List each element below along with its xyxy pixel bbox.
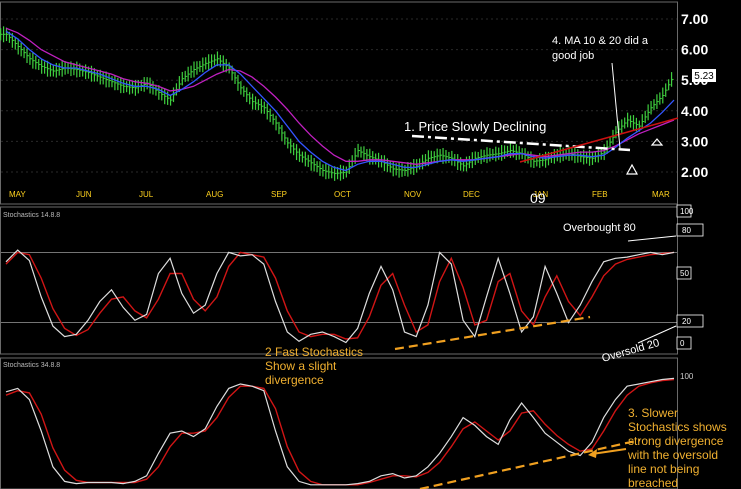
month-label: JUL [139,190,154,199]
month-label: OCT [334,190,351,199]
slow-note-arrow-shaft [591,448,627,455]
oversold-pointer [637,325,677,344]
fast-stochastics-panel-frame [0,206,678,355]
slow-note-line-6: breached [628,476,678,489]
slow-note-line-4: with the oversold [627,448,718,462]
month-label: JAN [533,190,548,199]
overbought-pointer [627,235,677,242]
slow-note-arrow-icon [588,449,597,458]
ma10-line [5,30,675,172]
fast-stochastics-k-line [5,249,675,344]
stochastics-scale-box [676,336,692,350]
declining-price-trendline [411,134,631,152]
red-trendline [519,117,679,163]
slow-scale-label: 100 [680,372,694,381]
stochastics-scale-label: 0 [680,339,685,348]
ma-note-line-2: good job [552,50,594,62]
month-label: SEP [271,190,287,199]
stochastics-scale-box [676,223,704,237]
fast-divergence-line [394,315,591,351]
ma-note-line-1: 4. MA 10 & 20 did a [552,35,649,47]
stochastics-scale-label: 20 [682,317,691,326]
slow-stochastics-scale: 100 [680,372,694,381]
month-label: MAR [652,190,670,199]
slow-stochastics-k-line [5,377,675,486]
month-label: NOV [404,190,422,199]
slow-stochastics-panel-frame [0,357,678,489]
slow-note-line-3: strong divergence [628,434,724,448]
fast-note-line-3: divergence [265,373,324,387]
month-axis: MAY JUN JUL AUG SEP OCT NOV DEC JAN FEB MAR [9,190,670,199]
slow-divergence-line [419,438,641,489]
month-label: FEB [592,190,608,199]
fast-note-line-1: 2 Fast Stochastics [265,345,363,359]
stochastics-scale-box [676,266,692,280]
price-tick-label: 2.00 [681,164,708,180]
last-price-badge: 5.23 [692,69,716,82]
fast-stochastics-title: Stochastics 14.8.8 [3,212,60,219]
month-label: AUG [206,190,223,199]
stochastics-scale-label: 100 [680,207,694,216]
month-label: JUN [76,190,92,199]
price-declining-note: 1. Price Slowly Declining [404,119,546,134]
stochastics-scale-label: 50 [680,269,689,278]
up-arrow-icon-small [650,138,664,146]
slow-note-line-2: Stochastics shows [628,420,727,434]
year-marker: 09 [530,190,546,206]
slow-note-line-5: line not being [628,462,699,476]
stochastics-scale-label: 80 [682,226,691,235]
up-arrow-icon [625,163,639,175]
fast-stochastics-guides [1,252,677,323]
price-tick-label: 3.00 [681,133,708,149]
price-panel-frame [0,1,678,205]
ma-note-pointer [611,62,621,149]
month-label: MAY [9,190,26,199]
overbought-label: Overbought 80 [563,222,636,234]
ma20-line [5,27,675,165]
price-tick-label: 6.00 [681,42,708,58]
fast-note-line-2: Show a slight [265,359,337,373]
slow-stochastics-title: Stochastics 34.8.8 [3,362,60,369]
stochastics-scale-box [676,314,704,328]
price-tick-label: 4.00 [681,103,708,119]
price-tick-label: 7.00 [681,11,708,27]
stochastics-scale-box [676,204,692,218]
month-label: DEC [463,190,480,199]
fast-stochastics-scale: 100 80 50 20 0 [676,204,704,350]
slow-note-line-1: 3. Slower [628,406,678,420]
last-price-label: 5.23 [694,71,714,82]
